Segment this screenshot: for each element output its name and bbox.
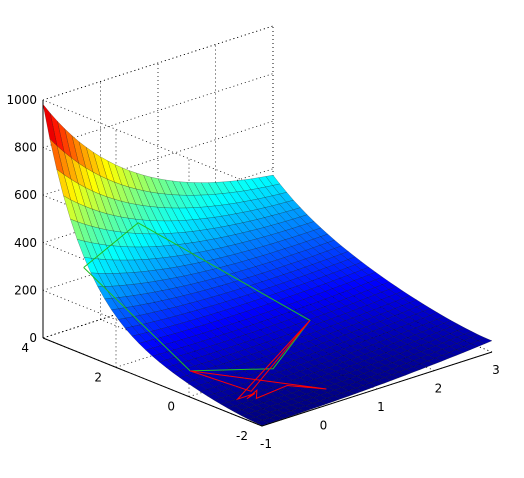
x-tick-label: 2 [435, 382, 443, 396]
grid-line-z-side [42, 337, 263, 427]
x-tick-label: -1 [260, 437, 272, 451]
z-tick-label: 200 [14, 283, 37, 297]
y-tick-label: -2 [236, 429, 248, 443]
grid-line-y [261, 351, 493, 427]
grid-line-z-side [42, 242, 263, 332]
overlay-paths [83, 222, 327, 401]
z-tick-label: 800 [14, 141, 37, 155]
x-tick-label: 1 [377, 400, 385, 414]
x-tick-label: 3 [492, 363, 500, 377]
surface-mesh [42, 104, 493, 426]
overlay-path-2 [189, 320, 327, 401]
grid-line-z-side [42, 290, 263, 379]
y-tick-label: 4 [21, 341, 29, 355]
surface-patch [254, 420, 270, 426]
grid-line-z-side [42, 99, 263, 189]
z-tick-label: 0 [29, 331, 37, 345]
grid-line-z [42, 25, 274, 101]
overlay-path-1 [83, 222, 311, 372]
y-tick-label: 2 [94, 370, 102, 384]
x-tick-label: 0 [320, 419, 328, 433]
z-tick-label: 1000 [6, 93, 37, 107]
y-tick-label: 0 [167, 400, 175, 414]
z-tick-label: 400 [14, 236, 37, 250]
grid-line-z [42, 73, 274, 148]
z-tick-label: 600 [14, 188, 37, 202]
